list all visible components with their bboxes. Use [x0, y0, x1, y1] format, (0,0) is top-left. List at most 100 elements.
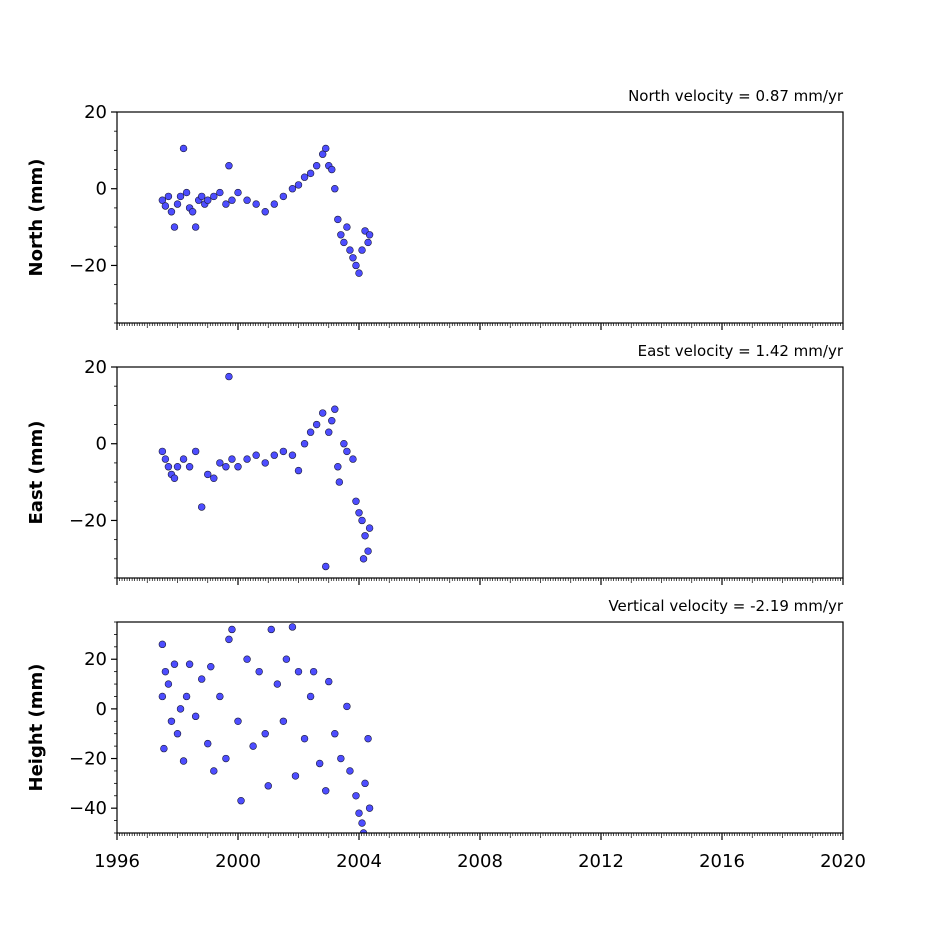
- plot-frame: [116, 621, 844, 834]
- data-point: [358, 516, 366, 525]
- panel-0: North velocity = 0.87 mm/yr North (mm) 20 0…: [26, 87, 844, 330]
- data-points: [158, 144, 374, 277]
- data-point: [364, 734, 372, 743]
- data-point: [288, 451, 297, 459]
- data-point: [279, 717, 288, 725]
- data-point: [352, 261, 360, 270]
- y-axis-label: Height (mm): [26, 664, 47, 792]
- data-point: [264, 782, 272, 790]
- data-point: [173, 730, 182, 738]
- data-point: [319, 150, 327, 158]
- data-point: [225, 635, 233, 644]
- data-point: [306, 428, 315, 436]
- data-point: [322, 144, 330, 153]
- y-tick-label: 0: [96, 699, 107, 720]
- data-point: [291, 772, 300, 780]
- data-point: [164, 463, 173, 471]
- data-point: [365, 231, 374, 239]
- data-point: [225, 162, 233, 170]
- x-tick-label: 2020: [820, 851, 866, 872]
- x-tick-label: 2004: [336, 851, 382, 872]
- data-point: [322, 787, 330, 795]
- data-point: [234, 463, 242, 471]
- data-point: [207, 662, 215, 671]
- data-point: [234, 717, 242, 725]
- data-point: [179, 757, 188, 765]
- data-point: [334, 463, 342, 471]
- data-point: [306, 692, 315, 701]
- data-point: [167, 208, 176, 216]
- data-point: [216, 188, 224, 197]
- data-point: [273, 680, 282, 688]
- y-tick-label: −20: [69, 510, 107, 531]
- data-point: [294, 466, 303, 475]
- data-point: [355, 809, 363, 817]
- data-point: [222, 754, 230, 763]
- data-point: [261, 730, 269, 738]
- data-point: [364, 547, 372, 555]
- data-point: [355, 509, 363, 517]
- data-point: [331, 185, 339, 193]
- y-tick-label: −20: [69, 749, 107, 770]
- data-point: [185, 660, 194, 668]
- plot-frame: [116, 111, 844, 324]
- data-point: [279, 447, 288, 456]
- data-point: [173, 200, 182, 208]
- data-point: [337, 754, 345, 763]
- y-tick-label: 20: [84, 649, 107, 670]
- y-tick-label: 20: [84, 357, 107, 378]
- data-point: [255, 667, 263, 676]
- data-point: [328, 417, 336, 425]
- data-point: [210, 767, 218, 775]
- data-point: [191, 447, 200, 456]
- data-point: [182, 692, 191, 701]
- data-point: [331, 730, 339, 738]
- data-point: [243, 196, 251, 204]
- y-tick-label: −40: [69, 798, 107, 819]
- data-point: [188, 208, 197, 216]
- data-point: [328, 165, 336, 174]
- panel-2: Vertical velocity = -2.19 mm/yr Height (m…: [26, 597, 866, 872]
- data-point: [270, 200, 278, 208]
- data-point: [294, 667, 303, 676]
- data-point: [161, 455, 170, 463]
- y-tick-label: 0: [96, 434, 107, 455]
- data-point: [176, 192, 185, 201]
- data-point: [160, 744, 168, 753]
- data-point: [325, 677, 333, 686]
- data-point: [222, 463, 230, 471]
- x-tick-label: 2016: [699, 851, 745, 872]
- data-point: [243, 455, 251, 463]
- data-point: [185, 463, 194, 471]
- data-point: [173, 463, 182, 471]
- data-point: [158, 692, 167, 701]
- data-point: [343, 447, 351, 456]
- panel-title: North velocity = 0.87 mm/yr: [628, 87, 844, 105]
- data-point: [337, 231, 345, 239]
- data-point: [346, 767, 354, 775]
- data-point: [204, 739, 212, 748]
- data-point: [288, 185, 297, 193]
- data-point: [204, 470, 212, 479]
- data-point: [179, 455, 188, 463]
- data-point: [364, 238, 372, 247]
- data-point: [216, 692, 224, 701]
- data-point: [331, 405, 339, 413]
- data-point: [164, 680, 173, 688]
- y-tick-label: 20: [84, 102, 107, 123]
- data-point: [309, 667, 318, 676]
- y-tick-label: −20: [69, 255, 107, 276]
- data-point: [261, 208, 269, 216]
- data-point: [252, 451, 260, 459]
- data-point: [349, 455, 357, 463]
- data-point: [234, 188, 242, 197]
- y-axis-label: North (mm): [26, 159, 47, 277]
- panel-1: East velocity = 1.42 mm/yr East (mm) 20 0 −2…: [26, 342, 844, 585]
- data-point: [319, 409, 327, 417]
- data-point: [167, 717, 176, 725]
- data-point: [267, 625, 275, 634]
- data-point: [361, 779, 369, 788]
- data-point: [365, 524, 374, 532]
- data-point: [361, 532, 369, 540]
- data-point: [315, 759, 324, 768]
